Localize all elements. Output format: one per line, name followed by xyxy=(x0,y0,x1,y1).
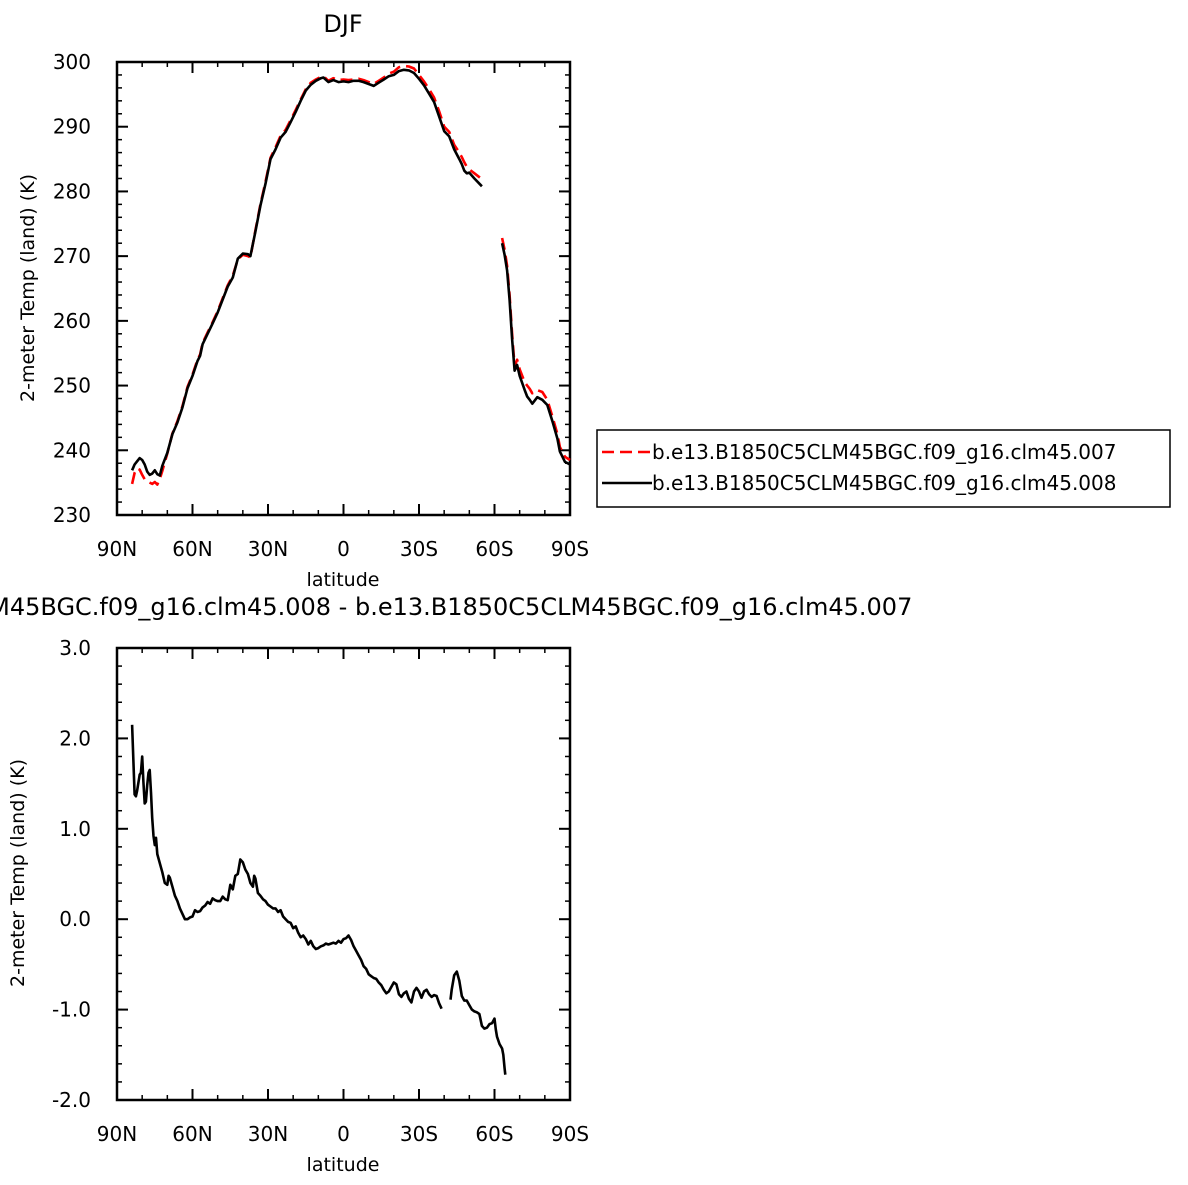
bottom-y-tick-label: 0.0 xyxy=(59,907,91,931)
bottom-x-tick-label: 60N xyxy=(172,1122,212,1146)
top-x-tick-label: 90N xyxy=(97,537,137,561)
bottom-x-axis-label: latitude xyxy=(307,1154,380,1176)
bottom-x-tick-label: 90N xyxy=(97,1122,137,1146)
top-x-axis-label: latitude xyxy=(307,569,380,591)
top-y-tick-label: 260 xyxy=(53,309,91,333)
bottom-chart-title: b.e13.B1850C5CLM45BGC.f09_g16.clm45.008 … xyxy=(0,593,912,621)
legend: b.e13.B1850C5CLM45BGC.f09_g16.clm45.007 … xyxy=(596,429,1171,508)
bottom-y-tick-label: -1.0 xyxy=(52,998,91,1022)
top-chart-title: DJF xyxy=(323,10,362,38)
bottom-panel: b.e13.B1850C5CLM45BGC.f09_g16.clm45.008 … xyxy=(0,593,912,1176)
bottom-y-tick-label: -2.0 xyxy=(52,1088,91,1112)
top-series-1-line-segment-1 xyxy=(500,242,571,466)
bottom-series-0-line-segment-0 xyxy=(130,724,443,1010)
top-panel: DJF 90N 60N 30N 0 30S 60S 90S 230 240 250 260 270 28… xyxy=(17,10,589,591)
bottom-x-tick-label: 90S xyxy=(551,1122,589,1146)
bottom-plot-frame xyxy=(115,646,572,1102)
bottom-y-tick-label: 1.0 xyxy=(59,817,91,841)
bottom-x-tick-label: 30N xyxy=(248,1122,288,1146)
legend-entry-series-008: b.e13.B1850C5CLM45BGC.f09_g16.clm45.008 xyxy=(652,471,1116,495)
top-y-tick-label: 270 xyxy=(53,244,91,268)
bottom-x-tick-label: 0 xyxy=(337,1122,350,1146)
top-y-tick-label: 250 xyxy=(53,374,91,398)
top-y-tick-label: 240 xyxy=(53,438,91,462)
top-series-1-line-segment-0 xyxy=(130,68,483,477)
top-x-tick-label: 30S xyxy=(400,537,438,561)
top-y-tick-label: 300 xyxy=(53,50,91,74)
legend-entry-series-007: b.e13.B1850C5CLM45BGC.f09_g16.clm45.007 xyxy=(652,440,1116,464)
bottom-y-tick-label: 3.0 xyxy=(59,636,91,660)
top-plot-area: 90N 60N 30N 0 30S 60S 90S 230 240 250 260 270 280 290… xyxy=(53,50,589,561)
top-y-axis-label: 2-meter Temp (land) (K) xyxy=(17,174,39,402)
top-x-tick-label: 90S xyxy=(551,537,589,561)
top-x-tick-label: 60S xyxy=(475,537,513,561)
top-y-tick-label: 230 xyxy=(53,503,91,527)
top-x-tick-label: 30N xyxy=(248,537,288,561)
top-plot-frame xyxy=(115,60,572,517)
bottom-y-axis-label: 2-meter Temp (land) (K) xyxy=(7,759,29,987)
bottom-y-tick-label: 2.0 xyxy=(59,726,91,750)
top-x-tick-label: 0 xyxy=(337,537,350,561)
bottom-plot-area: 90N 60N 30N 0 30S 60S 90S -2.0 -1.0 0.0 1.0 2.0 3.0 xyxy=(52,636,589,1146)
legend-box xyxy=(596,429,1171,508)
top-y-tick-label: 290 xyxy=(53,115,91,139)
bottom-x-tick-label: 60S xyxy=(475,1122,513,1146)
top-x-tick-label: 60N xyxy=(172,537,212,561)
bottom-series-0-line-segment-1 xyxy=(449,970,507,1075)
top-y-tick-label: 280 xyxy=(53,179,91,203)
bottom-x-tick-label: 30S xyxy=(400,1122,438,1146)
top-series-0-line-segment-0 xyxy=(130,64,483,486)
